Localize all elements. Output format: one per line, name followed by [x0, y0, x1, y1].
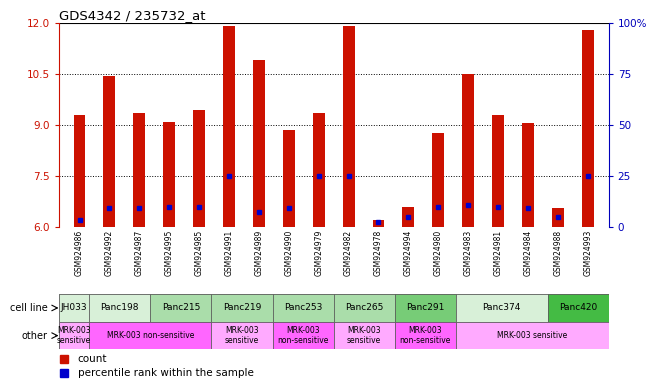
Bar: [462, 74, 474, 227]
Bar: [212, 322, 273, 349]
Text: Panc420: Panc420: [559, 303, 597, 313]
Bar: [333, 322, 395, 349]
Text: MRK-003 sensitive: MRK-003 sensitive: [497, 331, 568, 340]
Bar: [223, 26, 235, 227]
Bar: [212, 294, 273, 322]
Text: MRK-003
non-sensitive: MRK-003 non-sensitive: [277, 326, 329, 345]
Bar: [253, 60, 265, 227]
Text: Panc198: Panc198: [100, 303, 139, 313]
Bar: [333, 294, 395, 322]
Bar: [89, 294, 150, 322]
Bar: [59, 294, 89, 322]
Bar: [74, 115, 85, 227]
Text: count: count: [78, 354, 107, 364]
Bar: [552, 208, 564, 227]
Bar: [89, 322, 212, 349]
Bar: [273, 294, 333, 322]
Text: MRK-003 non-sensitive: MRK-003 non-sensitive: [107, 331, 194, 340]
Bar: [395, 294, 456, 322]
Bar: [133, 113, 145, 227]
Bar: [547, 294, 609, 322]
Bar: [372, 220, 385, 227]
Text: MRK-003
non-sensitive: MRK-003 non-sensitive: [400, 326, 451, 345]
Bar: [59, 322, 89, 349]
Bar: [342, 26, 355, 227]
Text: other: other: [21, 331, 48, 341]
Text: Panc291: Panc291: [406, 303, 445, 313]
Bar: [492, 115, 504, 227]
Text: MRK-003
sensitive: MRK-003 sensitive: [57, 326, 91, 345]
Text: Panc374: Panc374: [482, 303, 521, 313]
Bar: [432, 134, 444, 227]
Text: JH033: JH033: [61, 303, 87, 313]
Bar: [456, 294, 547, 322]
Bar: [283, 130, 295, 227]
Text: MRK-003
sensitive: MRK-003 sensitive: [347, 326, 381, 345]
Text: percentile rank within the sample: percentile rank within the sample: [78, 368, 254, 378]
Text: cell line: cell line: [10, 303, 48, 313]
Text: GDS4342 / 235732_at: GDS4342 / 235732_at: [59, 9, 205, 22]
Bar: [402, 207, 414, 227]
Bar: [150, 294, 212, 322]
Text: Panc265: Panc265: [345, 303, 383, 313]
Bar: [273, 322, 333, 349]
Text: Panc253: Panc253: [284, 303, 322, 313]
Bar: [104, 76, 115, 227]
Text: Panc219: Panc219: [223, 303, 261, 313]
Bar: [163, 122, 175, 227]
Bar: [522, 123, 534, 227]
Bar: [456, 322, 609, 349]
Text: MRK-003
sensitive: MRK-003 sensitive: [225, 326, 259, 345]
Text: Panc215: Panc215: [161, 303, 200, 313]
Bar: [582, 30, 594, 227]
Bar: [193, 110, 205, 227]
Bar: [395, 322, 456, 349]
Bar: [312, 113, 325, 227]
